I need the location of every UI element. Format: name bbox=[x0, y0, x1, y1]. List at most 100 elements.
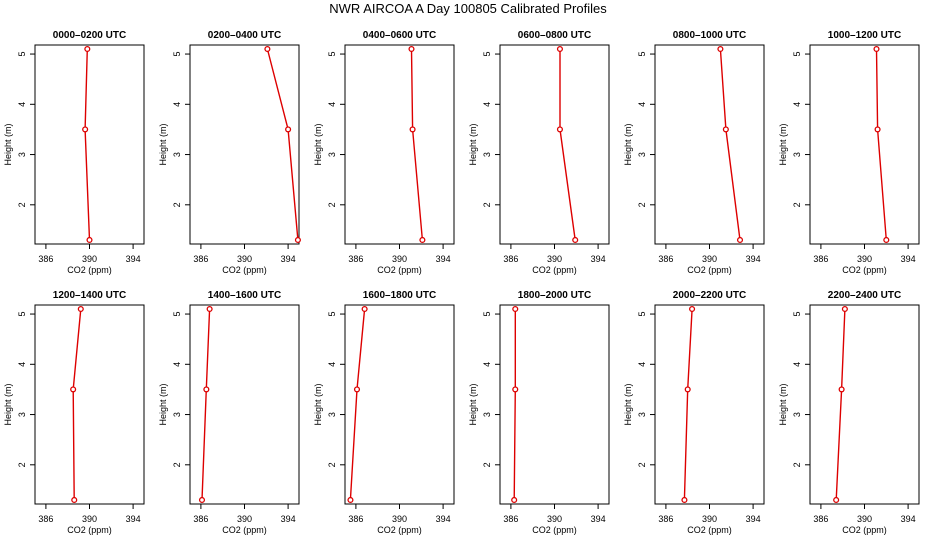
plot-frame bbox=[654, 44, 765, 245]
y-tick-label: 3 bbox=[637, 152, 647, 157]
y-tick-label: 2 bbox=[172, 462, 182, 467]
panel-11: 2000–2200 UTC 386 390 394 2 3 4 5 CO2 (ppm) Heigh… bbox=[623, 290, 765, 535]
panel-12: 2200–2400 UTC 386 390 394 2 3 4 5 CO2 (ppm) Heigh… bbox=[778, 290, 920, 535]
data-point bbox=[419, 236, 426, 244]
data-point bbox=[511, 496, 518, 504]
plot-frame bbox=[34, 44, 145, 245]
data-point bbox=[833, 496, 840, 504]
y-tick-label: 3 bbox=[327, 152, 337, 157]
x-tick-label: 386 bbox=[813, 514, 828, 524]
panel-title: 0400–0600 UTC bbox=[363, 30, 436, 41]
data-point bbox=[572, 236, 579, 244]
y-tick-label: 4 bbox=[637, 102, 647, 107]
x-tick-label: 386 bbox=[193, 514, 208, 524]
data-point bbox=[512, 305, 519, 313]
data-point bbox=[361, 305, 368, 313]
data-point bbox=[556, 126, 563, 133]
profile-line bbox=[201, 308, 211, 501]
panel-title: 0200–0400 UTC bbox=[208, 30, 281, 41]
x-tick-label: 386 bbox=[503, 514, 518, 524]
y-tick-label: 2 bbox=[792, 462, 802, 467]
data-point bbox=[77, 305, 84, 313]
data-point bbox=[684, 386, 691, 393]
data-point bbox=[198, 496, 206, 504]
panel-3: 0400–0600 UTC 386 390 394 2 3 4 5 CO2 (ppm) Heigh… bbox=[313, 30, 455, 275]
data-point bbox=[722, 126, 729, 133]
data-point bbox=[512, 386, 519, 393]
data-point bbox=[206, 305, 213, 313]
y-tick-label: 4 bbox=[792, 102, 802, 107]
x-tick-label: 390 bbox=[547, 254, 562, 264]
x-tick-label: 390 bbox=[237, 514, 252, 524]
plot-frame bbox=[809, 44, 920, 245]
x-axis-label: CO2 (ppm) bbox=[842, 525, 887, 535]
y-axis-label: Height (m) bbox=[3, 123, 13, 165]
x-axis-label: CO2 (ppm) bbox=[222, 265, 267, 275]
y-tick-label: 4 bbox=[792, 362, 802, 367]
y-tick-label: 2 bbox=[637, 202, 647, 207]
y-tick-label: 2 bbox=[637, 462, 647, 467]
x-tick-label: 390 bbox=[392, 514, 407, 524]
panel-title: 2000–2200 UTC bbox=[673, 290, 746, 301]
profile-line bbox=[266, 48, 299, 241]
y-tick-label: 4 bbox=[17, 362, 27, 367]
y-tick-label: 2 bbox=[172, 202, 182, 207]
x-tick-label: 390 bbox=[702, 254, 717, 264]
x-tick-label: 386 bbox=[658, 514, 673, 524]
y-tick-label: 2 bbox=[327, 202, 337, 207]
y-tick-label: 5 bbox=[792, 52, 802, 57]
data-point bbox=[285, 126, 292, 133]
data-point bbox=[82, 126, 89, 133]
panel-1: 0000–0200 UTC 386 390 394 2 3 4 5 CO2 (ppm) Heigh… bbox=[3, 30, 145, 275]
panel-title: 1200–1400 UTC bbox=[53, 290, 126, 301]
x-tick-label: 394 bbox=[901, 514, 916, 524]
profile-line bbox=[72, 308, 82, 501]
data-point bbox=[264, 45, 271, 53]
y-tick-label: 2 bbox=[327, 462, 337, 467]
x-tick-label: 394 bbox=[126, 254, 141, 264]
panel-title: 0600–0800 UTC bbox=[518, 30, 591, 41]
data-point bbox=[84, 45, 91, 53]
x-tick-label: 394 bbox=[591, 514, 606, 524]
y-tick-label: 2 bbox=[792, 202, 802, 207]
y-axis-label: Height (m) bbox=[313, 123, 323, 165]
data-point bbox=[71, 496, 78, 504]
y-tick-label: 5 bbox=[637, 52, 647, 57]
x-tick-label: 390 bbox=[237, 254, 252, 264]
y-tick-label: 5 bbox=[637, 312, 647, 317]
y-tick-label: 2 bbox=[17, 462, 27, 467]
x-tick-label: 394 bbox=[746, 514, 761, 524]
y-tick-label: 4 bbox=[172, 102, 182, 107]
y-tick-label: 3 bbox=[637, 412, 647, 417]
x-axis-label: CO2 (ppm) bbox=[222, 525, 267, 535]
plot-frame bbox=[654, 304, 765, 505]
x-tick-label: 386 bbox=[38, 254, 53, 264]
data-point bbox=[203, 386, 210, 393]
y-tick-label: 3 bbox=[17, 152, 27, 157]
data-point bbox=[874, 126, 881, 133]
data-point bbox=[736, 236, 744, 244]
panel-title: 0000–0200 UTC bbox=[53, 30, 126, 41]
y-axis-label: Height (m) bbox=[468, 383, 478, 425]
y-tick-label: 5 bbox=[172, 52, 182, 57]
profile-line bbox=[513, 309, 516, 501]
profile-line bbox=[835, 308, 846, 501]
data-point bbox=[681, 496, 688, 504]
x-tick-label: 394 bbox=[746, 254, 761, 264]
data-point bbox=[556, 45, 563, 53]
panel-7: 1200–1400 UTC 386 390 394 2 3 4 5 CO2 (ppm) Heigh… bbox=[3, 290, 145, 535]
panel-title: 1800–2000 UTC bbox=[518, 290, 591, 301]
panel-title: 0800–1000 UTC bbox=[673, 30, 746, 41]
y-axis-label: Height (m) bbox=[623, 383, 633, 425]
y-tick-label: 2 bbox=[482, 202, 492, 207]
profile-line bbox=[719, 48, 741, 241]
data-point bbox=[841, 305, 848, 313]
y-tick-label: 5 bbox=[327, 52, 337, 57]
y-tick-label: 5 bbox=[172, 312, 182, 317]
y-axis-label: Height (m) bbox=[158, 123, 168, 165]
y-tick-label: 5 bbox=[327, 312, 337, 317]
data-point bbox=[70, 386, 77, 393]
panel-8: 1400–1600 UTC 386 390 394 2 3 4 5 CO2 (ppm) Heigh… bbox=[158, 290, 300, 535]
